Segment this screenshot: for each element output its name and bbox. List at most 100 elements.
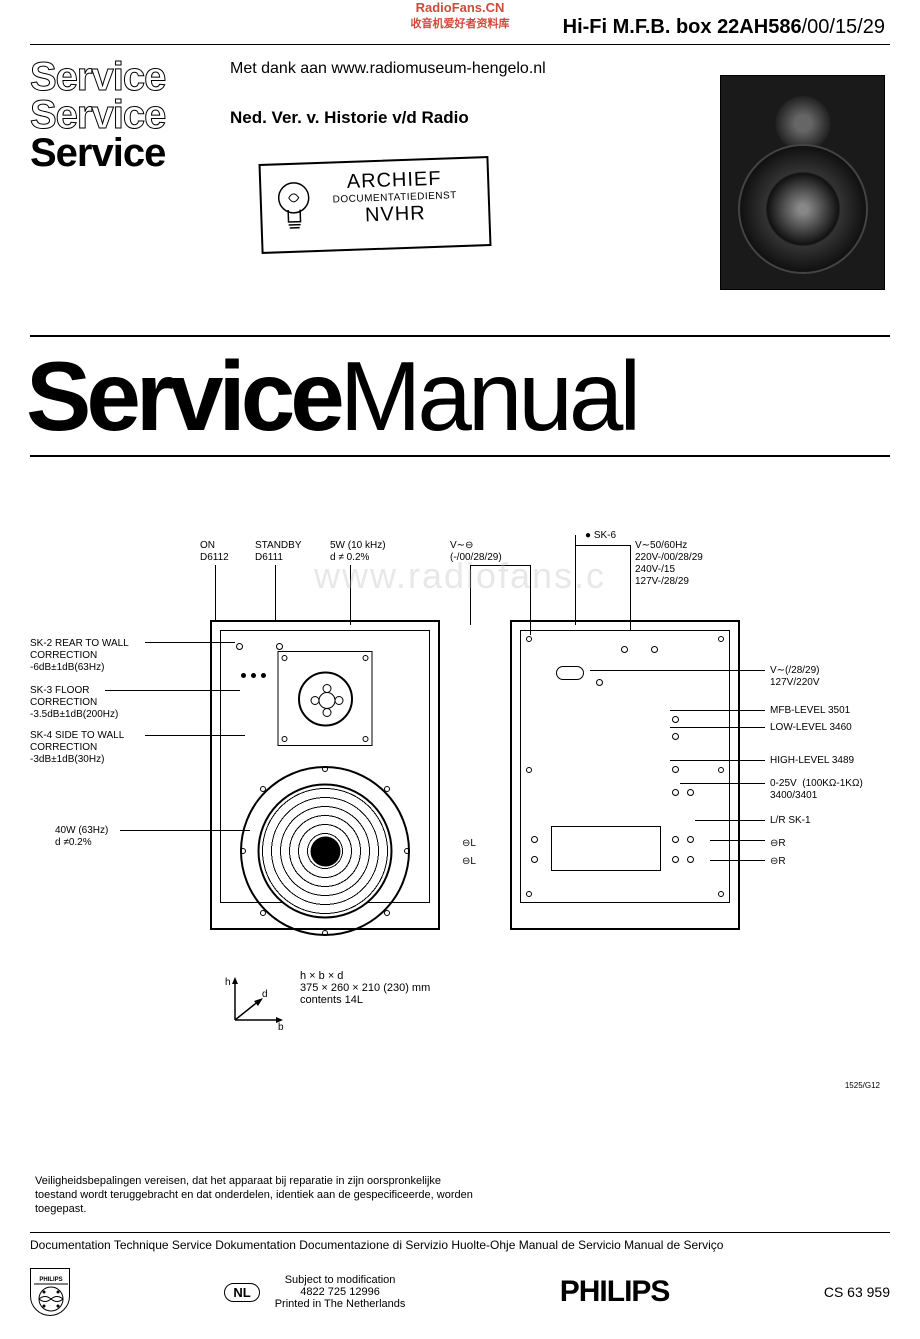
woofer-cone xyxy=(258,784,393,919)
safety-notice: Veiligheidsbepalingen vereisen, dat het … xyxy=(35,1175,485,1216)
service-outline-2: Service xyxy=(30,96,165,134)
main-title-2: Manual xyxy=(340,341,637,451)
front-view-box xyxy=(210,620,440,930)
label-sk4: SK-4 SIDE TO WALL CORRECTION -3dB±1dB(30… xyxy=(30,730,124,766)
dim-contents: contents 14L xyxy=(300,994,430,1006)
bulb-icon xyxy=(273,179,315,235)
screw-icon xyxy=(718,636,724,642)
label-lr: L/R SK-1 xyxy=(770,815,811,827)
archive-stamp: ARCHIEF DOCUMENTATIEDIENST NVHR xyxy=(258,156,491,254)
connector xyxy=(621,646,628,653)
credits: Met dank aan www.radiomuseum-hengelo.nl … xyxy=(230,60,546,136)
main-title-1: Service xyxy=(26,341,340,451)
label-vac2: V∼(/28/29) 127V/220V xyxy=(770,665,820,689)
screw-icon xyxy=(526,891,532,897)
screw-icon xyxy=(718,891,724,897)
subject-block: Subject to modification 4822 725 12996 P… xyxy=(275,1274,406,1310)
screw-icon xyxy=(260,786,266,792)
subject-line: Subject to modification xyxy=(275,1274,406,1286)
rca xyxy=(687,836,694,843)
technical-diagram: ON D6112 STANDBY D6111 5W (10 kHz) d ≠ 0… xyxy=(30,530,890,1090)
axis-b: b xyxy=(278,1022,284,1033)
label-low: LOW-LEVEL 3460 xyxy=(770,722,852,734)
philips-shield-icon: PHILIPS xyxy=(30,1268,70,1316)
woofer-ring xyxy=(240,766,410,936)
screw-icon xyxy=(526,767,532,773)
label-mfb: MFB-LEVEL 3501 xyxy=(770,705,850,717)
switch xyxy=(251,673,256,678)
screw-icon xyxy=(363,655,369,661)
pot xyxy=(672,733,679,740)
label-standby: STANDBY D6111 xyxy=(255,540,302,564)
dim-formula: h × b × d xyxy=(300,970,430,982)
footer-row: PHILIPS NL Subject to modification 4822 … xyxy=(30,1268,890,1316)
label-voltage: V∼50/60Hz 220V-/00/28/29 240V-/15 127V-/… xyxy=(635,540,703,588)
rca xyxy=(672,856,679,863)
cs-number: CS 63 959 xyxy=(824,1284,890,1300)
leader xyxy=(575,545,630,546)
screw-icon xyxy=(260,910,266,916)
connector xyxy=(596,679,603,686)
label-high: HIGH-LEVEL 3489 xyxy=(770,755,854,767)
label-l-marks: ⊖L ⊖L xyxy=(462,835,476,871)
philips-wordmark: PHILIPS xyxy=(560,1275,670,1309)
rear-inner xyxy=(520,630,730,903)
leader xyxy=(275,565,276,620)
label-woofer: 40W (63Hz) d ≠0.2% xyxy=(55,825,108,849)
rear-view-box xyxy=(510,620,740,930)
tweeter-driver xyxy=(298,671,353,726)
tweeter-pattern-icon xyxy=(300,673,355,728)
rca-l xyxy=(531,836,538,843)
screw-icon xyxy=(526,636,532,642)
label-sk6: ● SK-6 xyxy=(585,530,616,542)
dimensions-text: h × b × d 375 × 260 × 210 (230) mm conte… xyxy=(300,970,430,1006)
credit-line-1: Met dank aan www.radiomuseum-hengelo.nl xyxy=(230,60,546,78)
led-on xyxy=(236,643,243,650)
label-sk2: SK-2 REAR TO WALL CORRECTION -6dB±1dB(63… xyxy=(30,638,129,674)
switch xyxy=(241,673,246,678)
screw-icon xyxy=(718,767,724,773)
watermark-chinese: 收音机爱好者资料库 xyxy=(411,15,510,31)
screw-icon xyxy=(282,655,288,661)
axis-h: h xyxy=(225,977,231,988)
svg-text:PHILIPS: PHILIPS xyxy=(39,1277,62,1283)
printed-line: Printed in The Netherlands xyxy=(275,1298,406,1310)
label-r: ⊖R ⊖R xyxy=(770,835,786,871)
watermark-site: RadioFans.CN xyxy=(411,0,510,15)
leader xyxy=(215,565,216,620)
pot xyxy=(687,789,694,796)
watermark-center: www.radiofans.c xyxy=(314,555,606,597)
pot xyxy=(672,766,679,773)
photo-tweeter xyxy=(775,96,830,151)
shield-svg: PHILIPS xyxy=(31,1269,71,1317)
pot xyxy=(672,789,679,796)
screw-icon xyxy=(384,786,390,792)
screw-icon xyxy=(384,910,390,916)
screw-icon xyxy=(282,736,288,742)
title-rule-bot xyxy=(30,455,890,457)
header-rule xyxy=(30,44,890,45)
service-solid: Service xyxy=(30,134,165,172)
footer-center: NL Subject to modification 4822 725 1299… xyxy=(224,1274,405,1310)
product-title: Hi-Fi M.F.B. box 22AH586/00/15/29 xyxy=(563,16,885,39)
power-socket-icon xyxy=(556,666,584,680)
rca-l xyxy=(531,856,538,863)
screw-icon xyxy=(322,766,328,772)
product-prefix: Hi-Fi M.F.B. box xyxy=(563,16,717,38)
footer-languages: Documentation Technique Service Dokument… xyxy=(30,1238,723,1252)
label-plate xyxy=(551,826,661,871)
product-suffix: /00/15/29 xyxy=(802,16,885,38)
screw-icon xyxy=(322,930,328,936)
axis-d: d xyxy=(262,989,268,1000)
stamp-text: ARCHIEF DOCUMENTATIEDIENST NVHR xyxy=(301,166,489,229)
nl-badge: NL xyxy=(224,1283,259,1302)
screw-icon xyxy=(404,848,410,854)
figure-number: 1525/G12 xyxy=(845,1081,880,1090)
front-inner xyxy=(220,630,430,903)
speaker-photo xyxy=(720,75,885,290)
label-pot: 0-25V (100KΩ-1KΩ) 3400/3401 xyxy=(770,778,863,802)
title-rule-top xyxy=(30,335,890,337)
dim-values: 375 × 260 × 210 (230) mm xyxy=(300,982,430,994)
led-standby xyxy=(276,643,283,650)
rca xyxy=(687,856,694,863)
